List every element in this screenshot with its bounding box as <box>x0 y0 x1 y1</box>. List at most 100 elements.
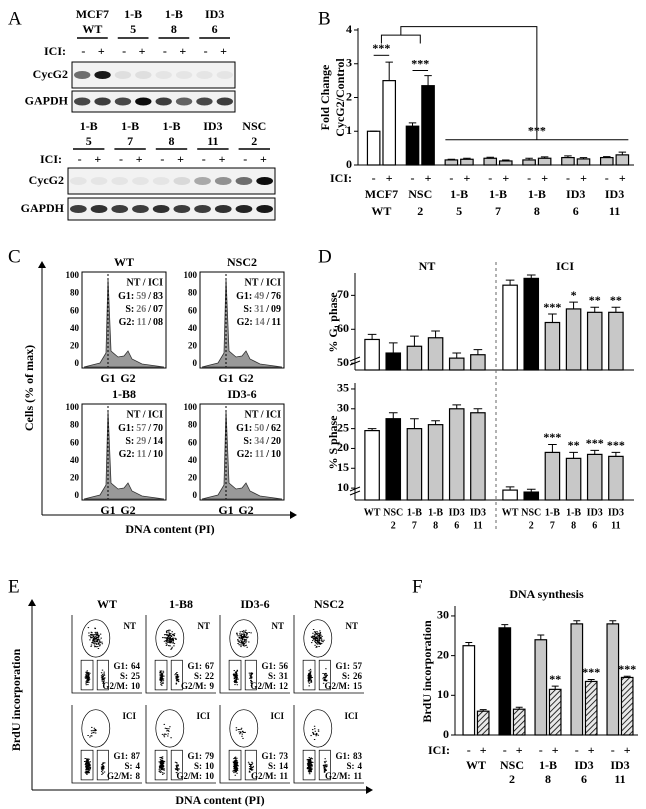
bar <box>502 284 518 371</box>
panel-letter: B <box>318 8 331 29</box>
bar <box>462 645 476 736</box>
band <box>74 71 91 79</box>
gate <box>155 619 185 658</box>
histogram-y-tick: 40 <box>188 323 198 333</box>
histogram-y-tick: 80 <box>188 420 198 430</box>
bar <box>599 156 614 166</box>
panel-letter: F <box>412 576 423 597</box>
scatter-axes <box>71 615 142 694</box>
bar <box>523 491 540 501</box>
x-tick-label: 1-B <box>407 507 422 518</box>
scatter-stat: S: 10 <box>194 761 215 771</box>
gate <box>81 619 111 658</box>
section-title: ICI <box>556 259 574 273</box>
treatment: + <box>480 743 487 757</box>
bar <box>608 311 624 371</box>
stat-part: 10 <box>205 761 215 771</box>
treatment: + <box>386 171 393 185</box>
bar <box>406 345 423 371</box>
significance: ** <box>589 293 601 307</box>
scatter-stat: S: 31 <box>268 671 289 681</box>
treatment: + <box>552 743 559 757</box>
band <box>155 97 172 106</box>
treatment: + <box>260 152 267 166</box>
stat-part: 11 <box>137 449 146 460</box>
x-tick-label: 6 <box>454 520 459 531</box>
gate <box>228 749 242 781</box>
bar <box>470 412 486 501</box>
treatment-label: ICI: <box>428 743 450 757</box>
x-tick-label: WT <box>371 204 391 218</box>
lane-label: ID3 <box>205 7 224 21</box>
error-bar <box>551 685 559 690</box>
lane-label: 1-B <box>163 119 181 133</box>
stat-part: 25 <box>131 671 141 681</box>
gate <box>96 659 109 691</box>
blot <box>67 197 276 221</box>
stat-part: G2/M: <box>181 681 207 691</box>
scatter-axes <box>71 705 142 784</box>
treatment: + <box>619 171 626 185</box>
histogram-stats: S: 31/09 <box>243 304 281 315</box>
x-tick-label: 2 <box>509 772 515 786</box>
histogram-x-tick: G2 <box>120 371 135 385</box>
lane-label: 1-B <box>165 7 183 21</box>
error-bar <box>452 352 462 359</box>
significance: *** <box>582 665 600 679</box>
stat-part: 11 <box>272 317 281 328</box>
histogram-x-tick: G2 <box>120 503 135 517</box>
scatter-row-label: ICI <box>344 711 358 721</box>
lane-label: 5 <box>86 134 92 148</box>
treatment: + <box>588 743 595 757</box>
stat-part: 67 <box>205 661 215 671</box>
y-tick-label: 3 <box>346 56 352 70</box>
error-bar <box>526 488 536 493</box>
treatment: - <box>449 171 453 185</box>
lane-label: ID3 <box>203 119 222 133</box>
scatter-axes <box>145 615 216 694</box>
axis-break <box>349 486 361 496</box>
stat-part: S: <box>342 671 350 681</box>
scatter-row-label: ICI <box>196 711 210 721</box>
bar <box>498 627 512 736</box>
gate <box>170 749 183 781</box>
error-bar <box>410 335 419 347</box>
stat-part: 57 <box>136 423 146 434</box>
treatment: + <box>425 171 432 185</box>
histogram-y-tick: 60 <box>188 437 198 447</box>
band <box>173 177 191 185</box>
lane-label: WT <box>82 22 102 36</box>
stat-part: 22 <box>205 671 215 681</box>
lane-label: 1-B <box>124 7 142 21</box>
scatter-stat: S: 22 <box>194 671 215 681</box>
error-bar <box>486 156 494 159</box>
scatter-stat: G1: 56 <box>262 661 289 671</box>
stat-part: G2: <box>119 449 135 460</box>
band <box>94 71 111 79</box>
stat-part: 07 <box>153 304 163 315</box>
bar <box>608 455 624 501</box>
treatment: - <box>372 171 376 185</box>
group-bracket <box>380 26 538 140</box>
band <box>256 205 273 213</box>
stat-part: 64 <box>131 661 141 671</box>
bar <box>565 308 582 371</box>
histogram-y-tick: 60 <box>70 437 80 447</box>
histogram-header: NT / ICI <box>127 409 164 420</box>
x-tick-label: WT <box>502 507 519 518</box>
histogram-stats: G2: 11/10 <box>119 449 163 460</box>
error-bar <box>548 443 557 453</box>
treatment: - <box>163 44 167 58</box>
stat-part: S: <box>124 761 132 771</box>
y-tick-label: 10 <box>437 687 449 701</box>
bar <box>615 154 630 166</box>
treatment-label: ICI: <box>44 44 66 58</box>
band <box>214 177 232 185</box>
bar <box>460 158 474 166</box>
bar <box>586 311 603 371</box>
y-tick-label: 0 <box>346 157 352 171</box>
stat-part: 83 <box>153 291 163 302</box>
error-bar <box>515 706 523 710</box>
histogram-y-tick: 100 <box>66 270 80 280</box>
error-bar <box>431 420 440 425</box>
